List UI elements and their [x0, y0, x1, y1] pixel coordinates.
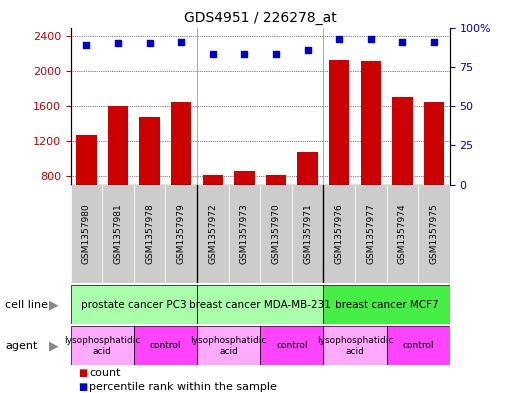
Bar	[197, 285, 323, 324]
Bar	[76, 135, 97, 246]
Bar	[229, 185, 260, 283]
Bar	[139, 118, 160, 246]
Bar	[292, 185, 323, 283]
Bar	[355, 185, 386, 283]
Text: GSM1357973: GSM1357973	[240, 204, 249, 264]
Text: GSM1357979: GSM1357979	[177, 204, 186, 264]
Text: lysophosphatidic
acid: lysophosphatidic acid	[317, 336, 393, 356]
Point	[177, 39, 185, 45]
Text: GSM1357981: GSM1357981	[113, 204, 122, 264]
Point	[145, 40, 154, 46]
Text: GSM1357970: GSM1357970	[271, 204, 280, 264]
Bar	[102, 185, 134, 283]
Text: GSM1357971: GSM1357971	[303, 204, 312, 264]
Point	[114, 40, 122, 46]
Bar	[424, 102, 444, 246]
Bar	[165, 185, 197, 283]
Point	[398, 39, 406, 45]
Text: percentile rank within the sample: percentile rank within the sample	[89, 382, 277, 392]
Text: agent: agent	[5, 341, 38, 351]
Point	[303, 46, 312, 53]
Bar	[260, 185, 292, 283]
Bar	[323, 185, 355, 283]
Text: control: control	[402, 342, 434, 350]
Bar	[71, 185, 102, 283]
Bar	[323, 326, 386, 365]
Text: count: count	[89, 368, 120, 378]
Bar	[71, 326, 134, 365]
Bar	[234, 171, 255, 246]
Text: breast cancer MDA-MB-231: breast cancer MDA-MB-231	[189, 299, 331, 310]
Text: GSM1357976: GSM1357976	[335, 204, 344, 264]
Text: GSM1357972: GSM1357972	[208, 204, 217, 264]
Text: cell line: cell line	[5, 299, 48, 310]
Bar	[202, 175, 223, 246]
Title: GDS4951 / 226278_at: GDS4951 / 226278_at	[184, 11, 337, 25]
Bar	[260, 326, 323, 365]
Text: GSM1357980: GSM1357980	[82, 204, 91, 264]
Text: control: control	[276, 342, 308, 350]
Bar	[134, 326, 197, 365]
Text: ▶: ▶	[49, 298, 58, 311]
Bar	[171, 102, 191, 246]
Point	[209, 51, 217, 57]
Bar	[392, 97, 413, 246]
Point	[430, 39, 438, 45]
Text: GSM1357978: GSM1357978	[145, 204, 154, 264]
Text: GSM1357977: GSM1357977	[366, 204, 376, 264]
Bar	[134, 185, 165, 283]
Point	[240, 51, 248, 57]
Bar	[418, 185, 450, 283]
Text: ■: ■	[78, 382, 88, 392]
Point	[367, 35, 375, 42]
Bar	[360, 61, 381, 246]
Text: control: control	[150, 342, 181, 350]
Point	[272, 51, 280, 57]
Text: lysophosphatidic
acid: lysophosphatidic acid	[64, 336, 140, 356]
Text: ■: ■	[78, 368, 88, 378]
Bar	[297, 152, 318, 246]
Bar	[386, 185, 418, 283]
Text: GSM1357974: GSM1357974	[398, 204, 407, 264]
Bar	[266, 175, 286, 246]
Bar	[197, 326, 260, 365]
Text: GSM1357975: GSM1357975	[429, 204, 438, 264]
Bar	[329, 60, 349, 246]
Point	[335, 35, 344, 42]
Bar	[386, 326, 450, 365]
Bar	[71, 285, 197, 324]
Text: ▶: ▶	[49, 339, 58, 353]
Bar	[323, 285, 450, 324]
Bar	[108, 106, 128, 246]
Bar	[197, 185, 229, 283]
Text: prostate cancer PC3: prostate cancer PC3	[81, 299, 187, 310]
Text: breast cancer MCF7: breast cancer MCF7	[335, 299, 438, 310]
Point	[82, 42, 90, 48]
Text: lysophosphatidic
acid: lysophosphatidic acid	[190, 336, 267, 356]
